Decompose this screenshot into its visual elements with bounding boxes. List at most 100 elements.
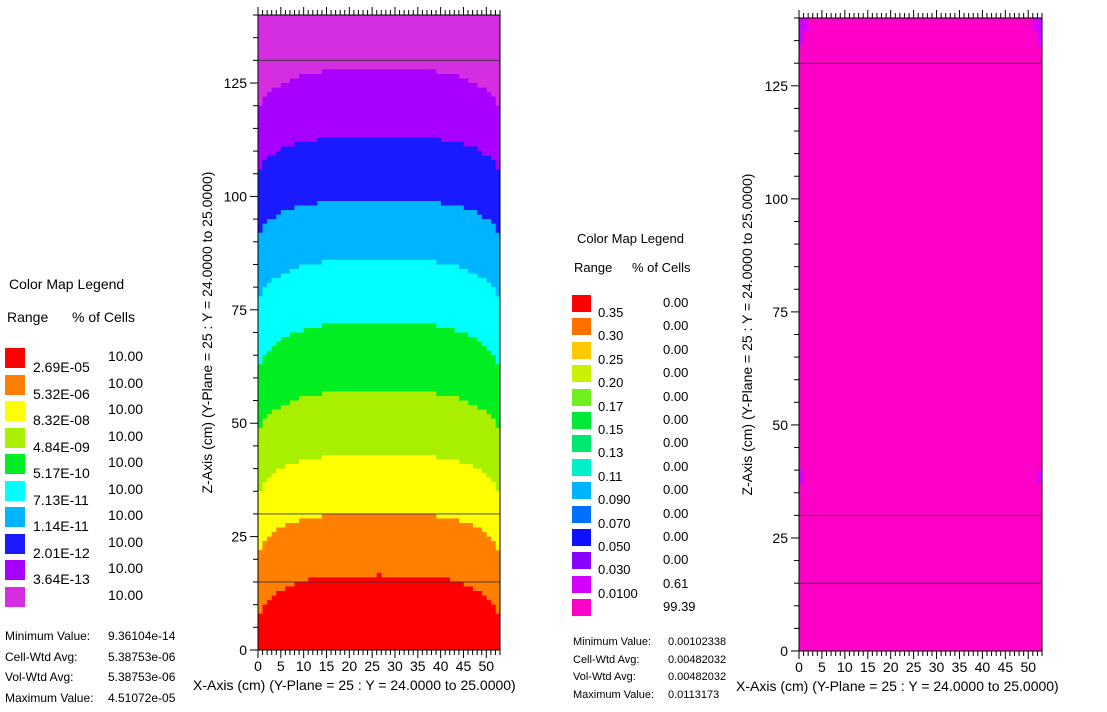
legend-left-title: Color Map Legend bbox=[9, 276, 125, 292]
legend-left-pct-label: 10.00 bbox=[108, 427, 144, 444]
legend-right-pct-label: 0.00 bbox=[663, 482, 689, 498]
legend-right-swatch bbox=[572, 412, 591, 429]
legend-right-pct-header: % of Cells bbox=[632, 260, 691, 275]
legend-right-stat-name: Cell-Wtd Avg: bbox=[573, 653, 640, 666]
legend-right-pct-label: 0.00 bbox=[663, 365, 689, 381]
legend-right-stat-value: 0.0113173 bbox=[668, 688, 720, 701]
legend-left-swatch bbox=[5, 586, 25, 607]
x-tick-label: 5 bbox=[277, 658, 285, 674]
x-tick-label: 10 bbox=[296, 658, 312, 674]
legend-right-range-label: 0.090 bbox=[598, 492, 631, 508]
x-tick-label: 45 bbox=[456, 658, 472, 674]
legend-left-range-label: 8.32E-08 bbox=[33, 412, 90, 428]
heatmap-cell bbox=[799, 18, 809, 32]
x-tick-label: 20 bbox=[883, 659, 899, 675]
x-tick-label: 15 bbox=[860, 659, 876, 675]
legend-right-range-label: 0.35 bbox=[598, 305, 624, 320]
x-tick-label: 30 bbox=[929, 659, 945, 675]
legend-right-pct-label: 0.61 bbox=[663, 575, 689, 591]
x-tick-label: 5 bbox=[818, 659, 826, 675]
x-tick-label: 25 bbox=[906, 659, 922, 675]
legend-left-range-label: 3.64E-13 bbox=[33, 571, 90, 587]
y-tick-label: 50 bbox=[231, 415, 247, 431]
legend-left-stat-name: Minimum Value: bbox=[5, 629, 91, 643]
x-tick-label: 20 bbox=[342, 658, 358, 674]
x-tick-label: 40 bbox=[433, 658, 449, 674]
legend-left-range-label: 5.32E-06 bbox=[33, 385, 90, 402]
legend-left-stat-name: Vol-Wtd Avg: bbox=[5, 670, 74, 684]
heatmap-band bbox=[258, 572, 501, 650]
legend-right-swatch bbox=[572, 575, 591, 593]
legend-right-pct-label: 0.00 bbox=[663, 458, 689, 474]
y-tick-label: 25 bbox=[772, 530, 788, 546]
legend-right-range-label: 0.17 bbox=[598, 398, 624, 414]
heatmap-cell bbox=[1032, 18, 1042, 32]
y-tick-label: 50 bbox=[772, 417, 788, 433]
legend-right-pct-label: 0.00 bbox=[663, 295, 689, 310]
legend-left-pct-label: 10.00 bbox=[108, 586, 144, 603]
legend-right-pct-label: 0.00 bbox=[663, 318, 689, 334]
legend-right-range-label: 0.13 bbox=[598, 445, 624, 461]
legend-left-range-header: Range bbox=[7, 309, 49, 325]
legend-right-range-label: 0.070 bbox=[598, 515, 631, 531]
legend-right-pct-label: 0.00 bbox=[663, 552, 689, 568]
legend-left-swatch bbox=[5, 348, 25, 368]
legend-right-range-label: 0.20 bbox=[598, 375, 624, 391]
y-tick-label: 100 bbox=[765, 191, 789, 207]
legend-right-swatch bbox=[572, 529, 591, 546]
legend-right-range-label: 0.050 bbox=[598, 539, 631, 554]
legend-right-swatch bbox=[572, 599, 591, 617]
legend-right-swatch bbox=[572, 388, 591, 406]
legend-left-range-label: 7.13E-11 bbox=[33, 491, 89, 508]
legend-left-swatch bbox=[5, 427, 25, 448]
y-tick-label: 75 bbox=[231, 302, 247, 318]
legend-right-stat-name: Minimum Value: bbox=[573, 636, 652, 648]
legend-left-stat-name: Maximum Value: bbox=[5, 690, 94, 705]
x-tick-label: 25 bbox=[364, 658, 380, 674]
x-tick-label: 15 bbox=[319, 658, 335, 674]
legend-left-stat-value: 5.38753e-06 bbox=[108, 670, 176, 684]
legend-right-pct-label: 0.00 bbox=[663, 505, 689, 521]
legend-left-pct-label: 10.00 bbox=[108, 560, 144, 576]
legend-left-pct-label: 10.00 bbox=[108, 454, 144, 470]
x-tick-label: 35 bbox=[410, 658, 426, 674]
legend-right-swatch bbox=[572, 458, 591, 476]
y-tick-label: 125 bbox=[765, 78, 789, 94]
x-tick-label: 40 bbox=[975, 659, 991, 675]
legend-right-range-label: 0.15 bbox=[598, 422, 624, 437]
heatmap-background bbox=[799, 18, 1042, 651]
x-axis-label: X-Axis (cm) (Y-Plane = 25 : Y = 24.0000 … bbox=[736, 678, 1059, 694]
heatmap-cell bbox=[799, 31, 804, 46]
legend-right-range-label: 0.030 bbox=[598, 562, 631, 578]
legend-right-pct-label: 99.39 bbox=[663, 599, 696, 615]
legend-right-range-label: 0.11 bbox=[598, 468, 623, 484]
legend-right-stat-name: Maximum Value: bbox=[573, 688, 655, 701]
legend-right-stat-value: 0.00482032 bbox=[668, 671, 727, 683]
legend-left-pct-header: % of Cells bbox=[72, 309, 136, 325]
x-axis-label: X-Axis (cm) (Y-Plane = 25 : Y = 24.0000 … bbox=[193, 677, 516, 693]
legend-left-pct-label: 10.00 bbox=[108, 348, 144, 364]
x-tick-label: 10 bbox=[837, 659, 853, 675]
legend-right-range-header: Range bbox=[574, 260, 613, 275]
heatmap-cell bbox=[1037, 31, 1042, 46]
legend-right-stat-value: 0.00102338 bbox=[668, 636, 727, 648]
legend-right-pct-label: 0.00 bbox=[663, 529, 689, 544]
legend-right-stat-value: 0.00482032 bbox=[668, 653, 727, 666]
y-tick-label: 75 bbox=[772, 304, 788, 320]
legend-left-stat-value: 5.38753e-06 bbox=[108, 649, 176, 664]
legend-right-pct-label: 0.00 bbox=[663, 388, 689, 404]
legend-right-swatch bbox=[572, 552, 591, 570]
x-tick-label: 50 bbox=[479, 658, 495, 674]
legend-left-swatch bbox=[5, 507, 25, 527]
legend-right-swatch bbox=[572, 482, 591, 500]
x-tick-label: 50 bbox=[1020, 659, 1036, 675]
legend-left-pct-label: 10.00 bbox=[108, 533, 144, 550]
legend-left-pct-label: 10.00 bbox=[108, 507, 144, 523]
y-axis-label: Z-Axis (cm) (Y-Plane = 25 : Y = 24.0000 … bbox=[739, 174, 755, 496]
legend-right-swatch bbox=[572, 505, 591, 523]
legend-left-range-label: 5.17E-10 bbox=[33, 465, 90, 481]
x-tick-label: 0 bbox=[254, 658, 262, 674]
legend-left-pct-label: 10.00 bbox=[108, 401, 144, 417]
heatmap-cell bbox=[799, 470, 804, 484]
y-tick-label: 100 bbox=[224, 188, 248, 204]
